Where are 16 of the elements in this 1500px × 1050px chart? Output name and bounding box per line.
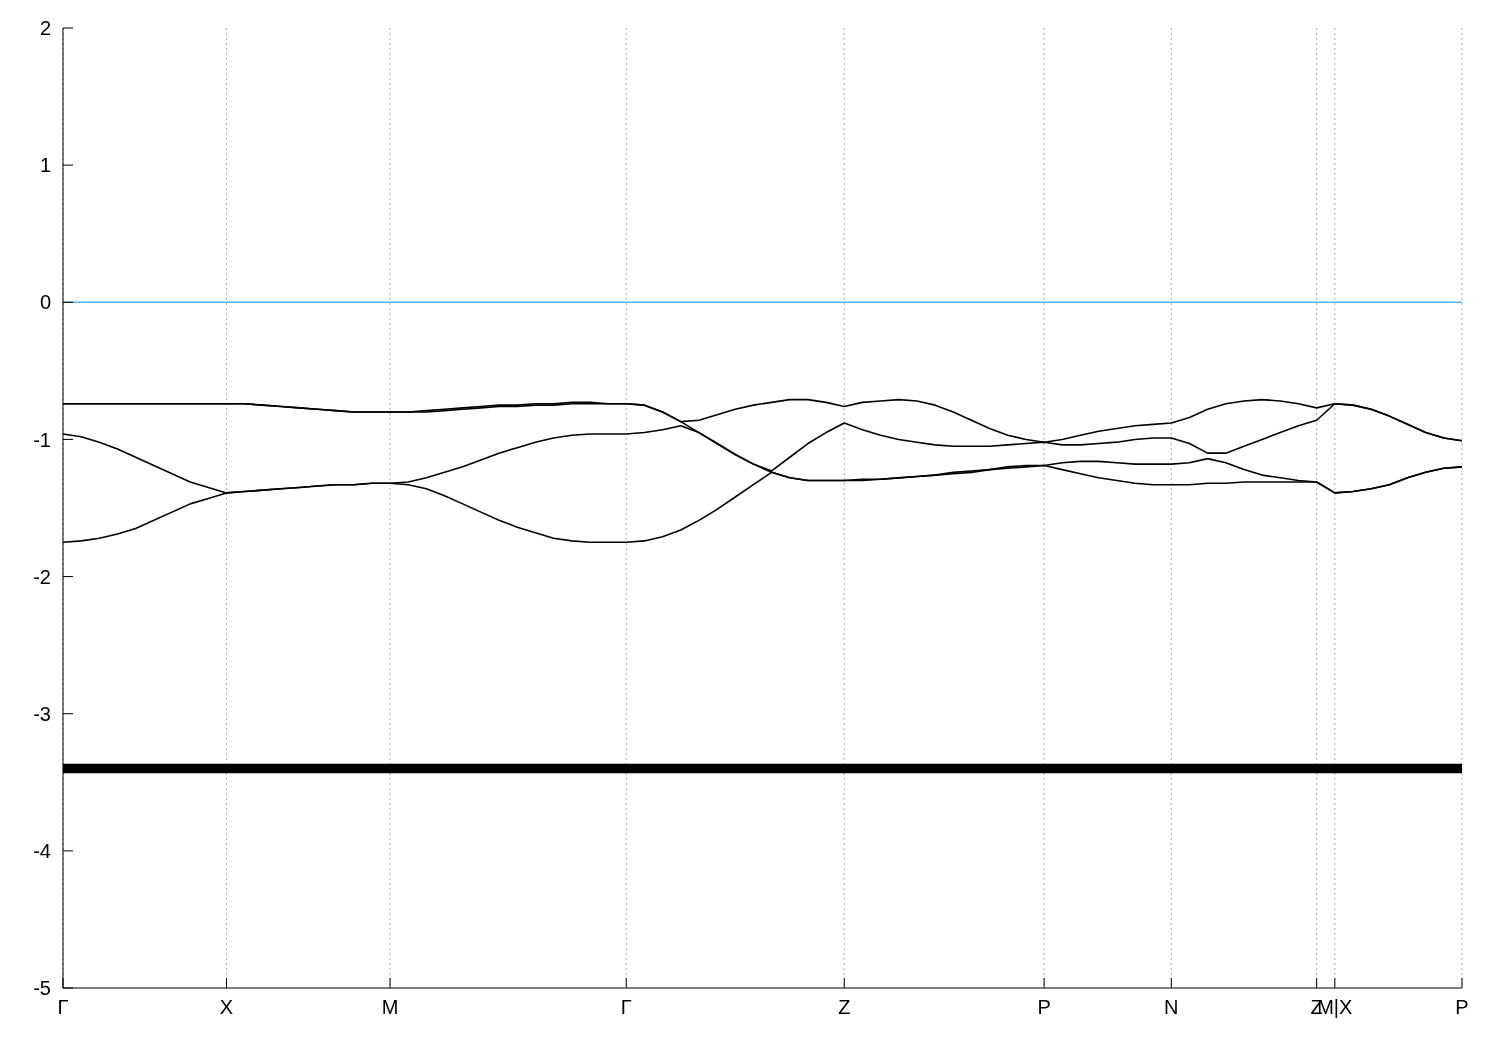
y-tick-label: 0 <box>39 291 51 314</box>
y-tick-label: -3 <box>33 702 51 725</box>
x-tick-label: M <box>381 996 399 1019</box>
x-tick-label: Γ <box>57 996 69 1019</box>
y-tick-label: -5 <box>33 977 51 1000</box>
x-tick-label: P <box>1455 996 1469 1019</box>
y-tick-label: 1 <box>39 154 51 177</box>
x-tick-label: N <box>1164 996 1179 1019</box>
x-tick-label: Z <box>838 996 851 1019</box>
y-tick-label: -2 <box>33 565 51 588</box>
y-tick-label: -4 <box>33 839 51 862</box>
x-tick-label: Γ <box>620 996 632 1019</box>
y-tick-label: -1 <box>33 428 51 451</box>
y-tick-label: 2 <box>39 17 51 40</box>
x-tick-label: P <box>1037 996 1051 1019</box>
x-tick-label: X <box>219 996 234 1019</box>
